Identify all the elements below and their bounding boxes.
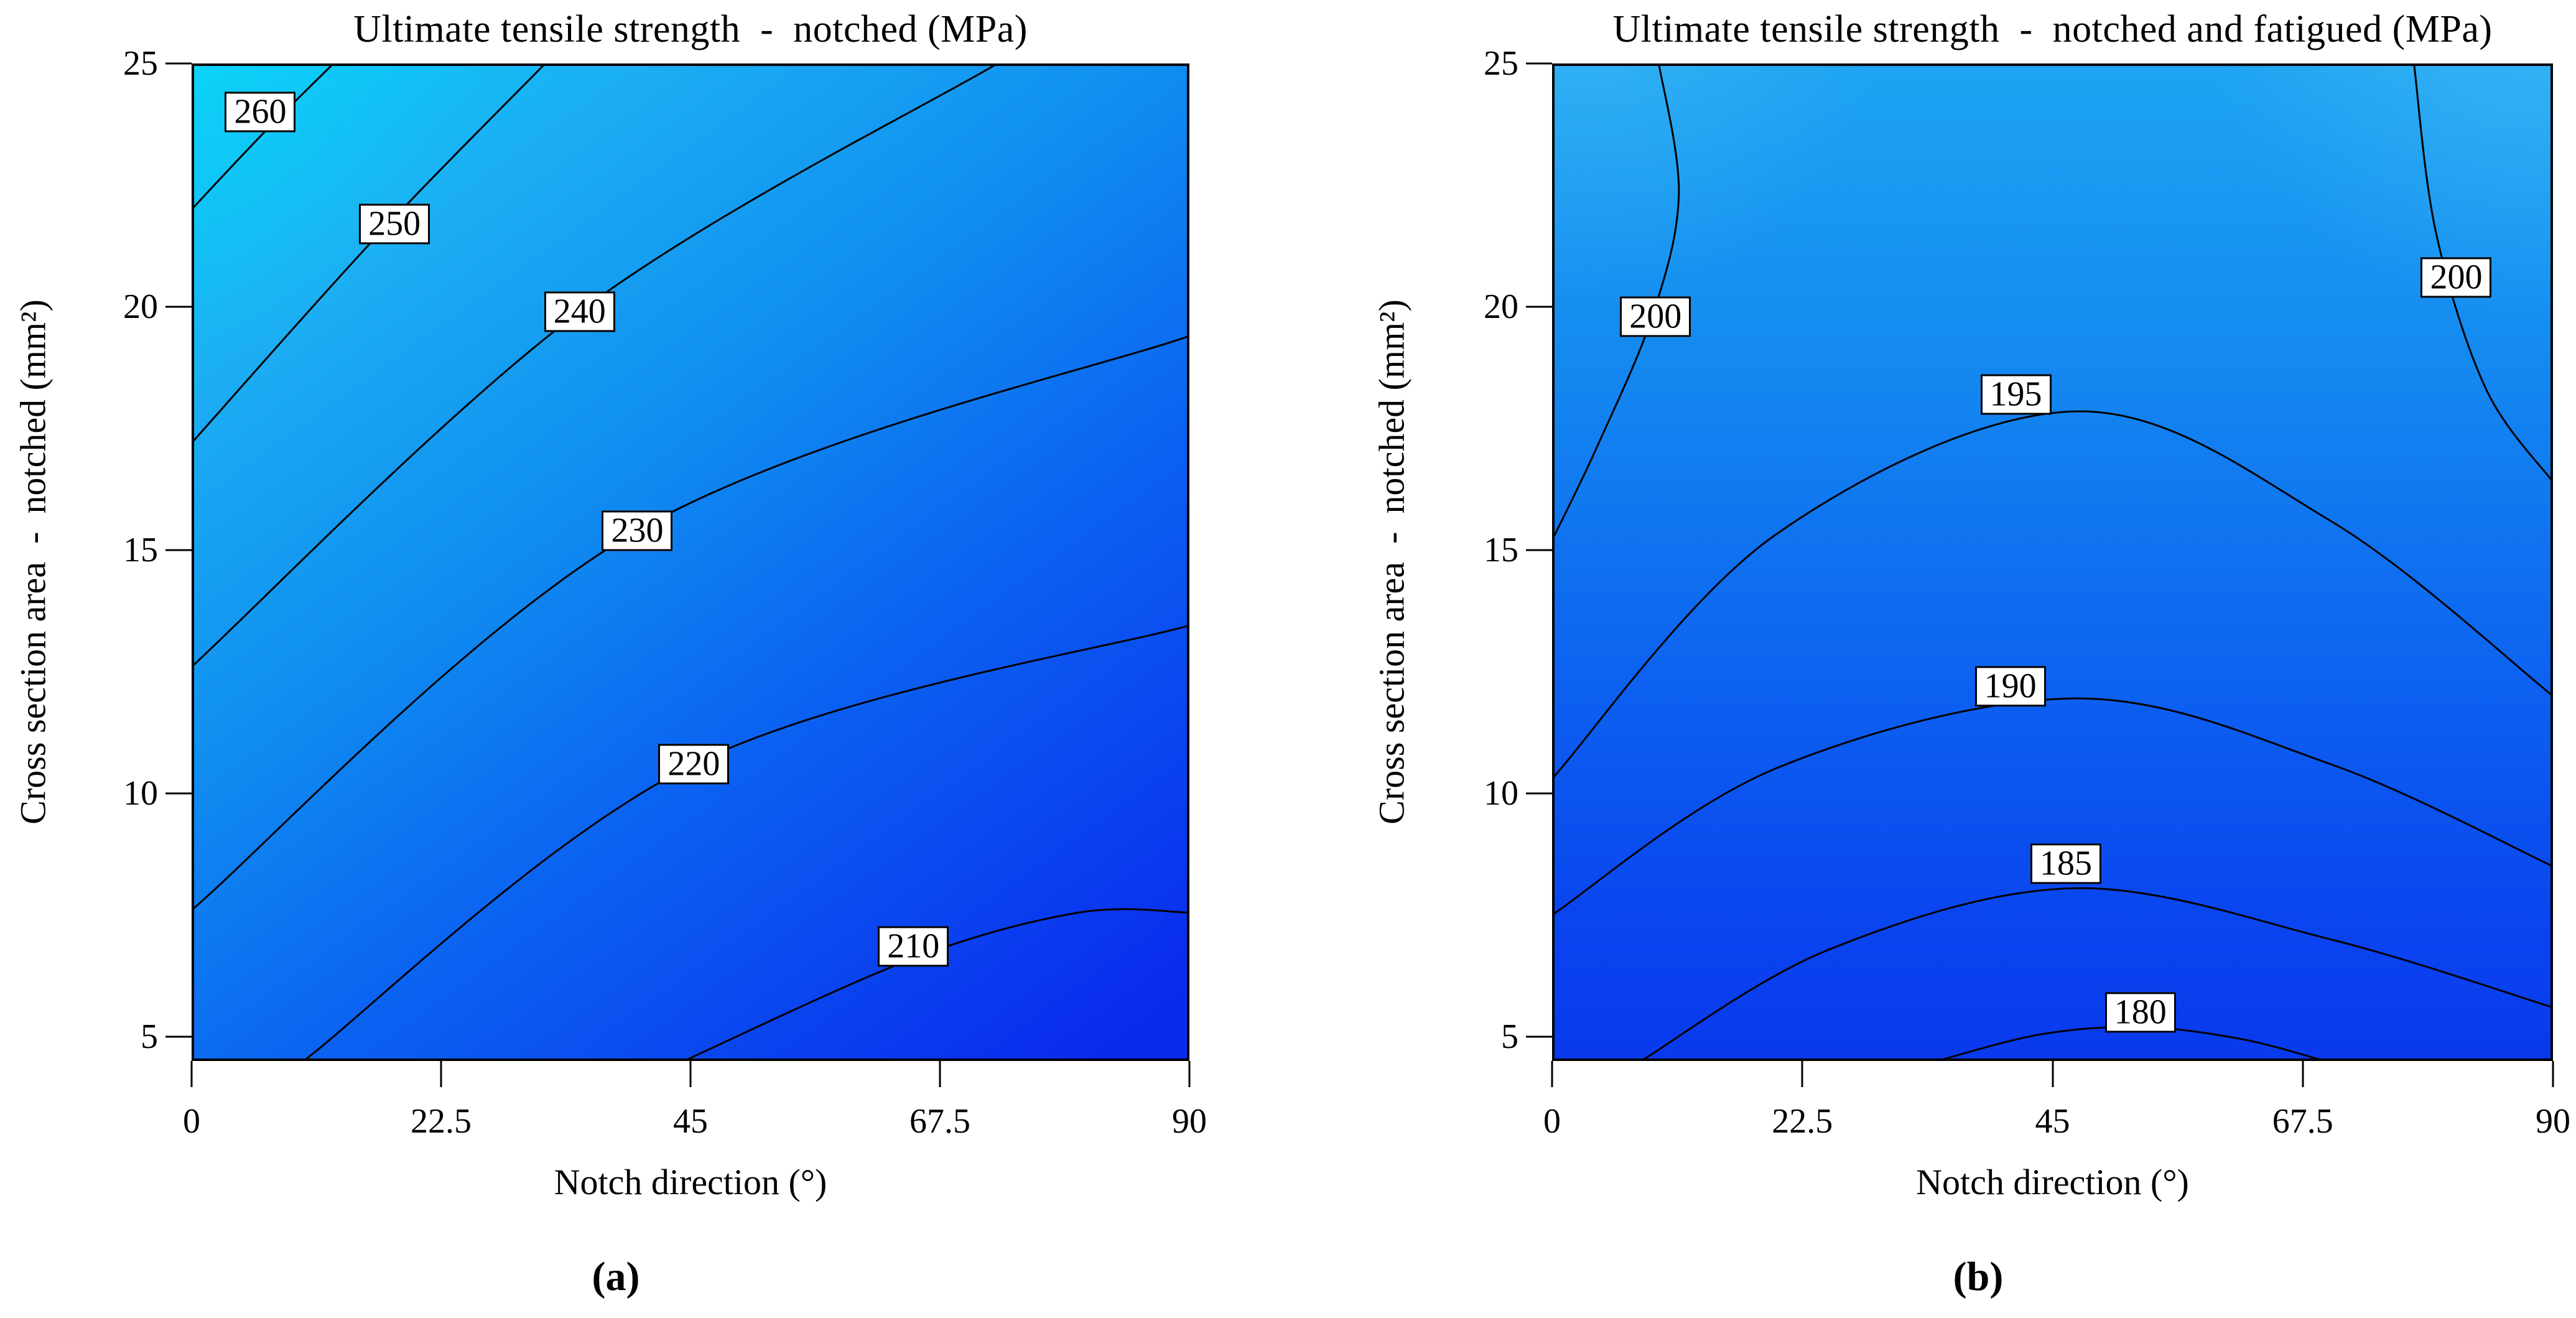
contour-label: 240	[544, 291, 615, 332]
contour-label: 200	[2420, 257, 2492, 298]
x-tick-label: 0	[1543, 1102, 1561, 1141]
contour-label: 190	[1974, 666, 2046, 707]
x-tick-label: 0	[183, 1102, 200, 1141]
x-tick-label: 90	[2536, 1102, 2570, 1141]
x-tick-mark	[939, 1061, 941, 1087]
contour-label: 260	[225, 91, 296, 133]
plot-area-a: 260 250 240 230 220 210 0 22.5 45 67.5 9…	[123, 44, 1207, 1141]
x-tick-mark	[2302, 1061, 2304, 1087]
contour-label: 200	[1620, 296, 1691, 337]
y-tick-label: 5	[1501, 1017, 1518, 1056]
x-tick-label: 22.5	[1772, 1102, 1833, 1141]
x-tick-label: 67.5	[2272, 1102, 2333, 1141]
plot-a-x-axis-title: Notch direction (°)	[554, 1162, 827, 1202]
contour-canvas-a	[192, 63, 1189, 1061]
x-tick-mark	[190, 1061, 193, 1087]
plot-a-y-axis-title: Cross section area - notched (mm²)	[12, 299, 53, 825]
x-tick-mark	[2052, 1061, 2053, 1087]
x-tick-mark	[2552, 1061, 2554, 1087]
y-tick-mark	[165, 62, 192, 65]
y-tick-label: 25	[1484, 44, 1518, 83]
y-tick-mark	[165, 1035, 192, 1038]
y-tick-mark	[1526, 792, 1552, 795]
y-tick-mark	[1526, 549, 1552, 551]
y-tick-label: 20	[123, 287, 158, 326]
plot-b-y-axis-title: Cross section area - notched (mm²)	[1371, 299, 1412, 825]
contour-label: 180	[2104, 992, 2176, 1033]
plot-area-b: 200 200 195 190 185 180 0 22.5 45 67.5 9…	[1484, 44, 2570, 1141]
x-tick-mark	[440, 1061, 442, 1087]
panel-b-label: (b)	[1953, 1254, 2004, 1299]
contour-label: 210	[878, 926, 949, 967]
y-tick-mark	[165, 792, 192, 795]
x-tick-mark	[689, 1061, 692, 1087]
y-tick-label: 25	[123, 44, 158, 83]
x-tick-label: 45	[2035, 1102, 2070, 1141]
y-tick-mark	[1526, 1035, 1552, 1038]
y-tick-label: 10	[1484, 774, 1518, 813]
y-tick-label: 15	[1484, 530, 1518, 569]
contour-label: 195	[1980, 374, 2052, 415]
y-tick-label: 20	[1484, 287, 1518, 326]
y-tick-mark	[1526, 62, 1552, 65]
y-tick-mark	[165, 306, 192, 308]
contour-label: 185	[2030, 843, 2101, 884]
x-tick-label: 22.5	[411, 1102, 472, 1141]
y-tick-label: 15	[123, 530, 158, 569]
x-tick-mark	[1801, 1061, 1803, 1087]
y-tick-mark	[165, 549, 192, 551]
contour-label: 220	[658, 744, 730, 785]
contour-canvas-b	[1552, 63, 2553, 1061]
x-tick-mark	[1551, 1061, 1553, 1087]
x-tick-mark	[1188, 1061, 1191, 1087]
plot-b-title: Ultimate tensile strength - notched and …	[1612, 8, 2493, 50]
y-tick-label: 10	[123, 774, 158, 813]
x-tick-label: 45	[673, 1102, 708, 1141]
plot-b-x-axis-title: Notch direction (°)	[1916, 1162, 2189, 1202]
contour-label: 250	[359, 203, 430, 245]
y-tick-mark	[1526, 306, 1552, 308]
x-tick-label: 90	[1172, 1102, 1207, 1141]
plot-a-title: Ultimate tensile strength - notched (MPa…	[353, 8, 1028, 50]
x-tick-label: 67.5	[909, 1102, 970, 1141]
y-tick-label: 5	[141, 1017, 158, 1056]
panel-a-label: (a)	[592, 1254, 640, 1299]
contour-label: 230	[602, 510, 673, 551]
